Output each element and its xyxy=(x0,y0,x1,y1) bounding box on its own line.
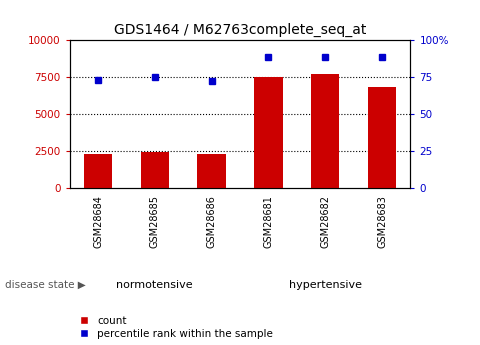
Text: GSM28682: GSM28682 xyxy=(320,195,330,248)
Text: disease state ▶: disease state ▶ xyxy=(5,280,85,289)
Title: GDS1464 / M62763complete_seq_at: GDS1464 / M62763complete_seq_at xyxy=(114,23,366,37)
Bar xyxy=(254,77,283,188)
Text: normotensive: normotensive xyxy=(117,280,193,289)
Text: GSM28684: GSM28684 xyxy=(93,195,103,247)
Text: hypertensive: hypertensive xyxy=(288,280,362,289)
Bar xyxy=(368,87,396,188)
Bar xyxy=(84,154,112,188)
Bar xyxy=(311,74,339,188)
Bar xyxy=(197,154,226,188)
Text: GSM28683: GSM28683 xyxy=(377,195,387,247)
Bar xyxy=(141,152,169,188)
Legend: count, percentile rank within the sample: count, percentile rank within the sample xyxy=(72,315,275,340)
Text: GSM28685: GSM28685 xyxy=(150,195,160,248)
Text: GSM28686: GSM28686 xyxy=(206,195,216,247)
Text: GSM28681: GSM28681 xyxy=(264,195,274,247)
